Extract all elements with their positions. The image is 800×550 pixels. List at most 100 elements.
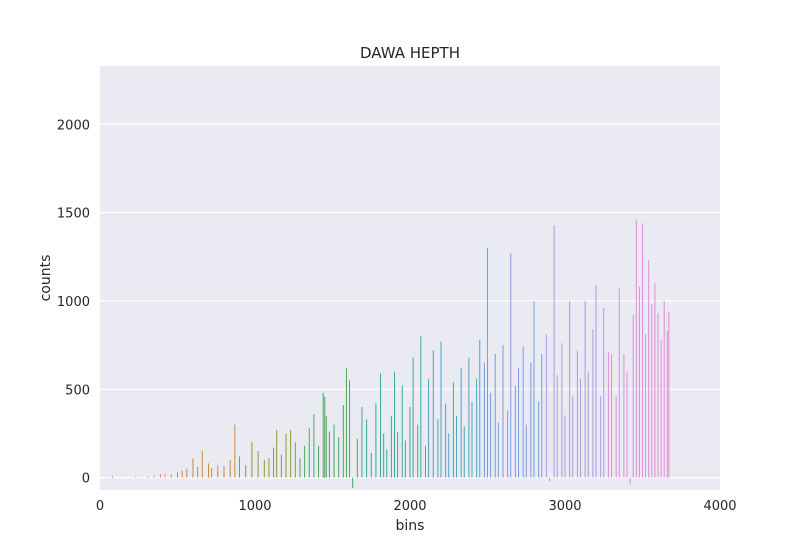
bar-97 [556,375,558,478]
bar-66 [437,419,439,478]
bar-93 [541,353,543,478]
bar-74 [468,357,470,478]
bar-82 [497,422,499,478]
bar-29 [290,429,292,478]
x-tick-label-3: 3000 [548,499,581,514]
bar-51 [380,373,382,478]
bar-6 [170,474,172,478]
x-tick-label-0: 0 [96,499,104,514]
bar-33 [308,428,310,478]
bar-101 [572,396,574,478]
bar-124 [654,283,656,478]
bar-88 [522,346,524,478]
bar-35 [318,445,320,478]
bar-79 [487,247,488,478]
bar-13 [208,463,209,478]
bar-53 [386,449,388,478]
x-tick-labels: 0 1000 2000 3000 4000 [96,499,737,514]
y-axis-label: counts [38,255,54,302]
bar-59 [409,406,411,478]
bar-115 [626,371,628,478]
bar-61 [417,424,419,478]
bar-45 [352,477,354,489]
bar-81 [494,353,496,478]
bar-106 [592,329,594,478]
bar-57 [401,385,403,478]
bar-118 [635,219,637,478]
bar-114 [623,353,625,478]
bar-8 [181,470,183,478]
bar-0 [111,475,113,478]
bar-100 [569,300,571,478]
bar-19 [239,456,240,478]
bar-20 [245,465,247,478]
bar-62 [420,336,422,478]
bar-71 [456,415,457,478]
bar-78 [483,362,485,478]
bar-36 [322,392,324,478]
x-axis-label: bins [396,518,425,534]
bar-102 [576,350,578,478]
bar-32 [304,445,306,478]
bar-129 [668,311,670,478]
bar-41 [338,437,340,478]
bar-86 [514,385,516,478]
bar-34 [313,414,315,478]
bar-68 [445,403,447,478]
y-tick-label-3: 1500 [57,207,90,222]
bar-90 [530,362,532,478]
bar-24 [268,458,270,478]
bar-47 [361,406,363,478]
bar-40 [333,424,335,478]
bar-52 [383,433,385,478]
bar-99 [564,415,566,478]
bar-26 [276,429,278,478]
bar-120 [642,223,643,478]
bar-7 [177,472,178,478]
bar-16 [223,466,225,478]
bar-73 [463,426,465,478]
bar-21 [251,442,253,478]
bar-72 [460,368,462,478]
y-tick-label-4: 2000 [57,118,90,133]
bar-17 [229,459,231,478]
y-tick-label-0: 0 [82,472,90,487]
bar-9 [186,468,188,478]
bar-56 [397,431,399,478]
bar-63 [425,445,426,478]
bar-126 [660,339,662,478]
bar-121 [645,334,647,478]
bar-49 [370,452,372,478]
bar-108 [600,396,602,478]
bar-123 [651,304,653,478]
bar-109 [603,308,605,478]
bar-65 [432,350,434,478]
bar-42 [342,405,344,478]
bar-70 [452,382,454,478]
gridlines [100,123,720,479]
bar-83 [502,345,504,478]
bar-3 [153,475,155,478]
bar-128 [666,331,668,478]
bar-4 [159,474,161,478]
bar-37 [324,396,326,478]
bar-96 [553,225,555,478]
bar-31 [299,458,301,478]
bar-10 [192,458,194,478]
bar-125 [657,313,659,478]
bar-76 [476,378,478,478]
bar-14 [211,467,213,478]
bar-117 [632,315,634,478]
bar-103 [580,378,581,478]
bar-60 [412,357,414,478]
bar-1 [135,476,137,478]
bar-122 [648,260,650,478]
bar-39 [328,431,330,478]
bar-110 [607,352,609,478]
x-tick-label-2: 2000 [393,499,426,514]
bar-111 [611,353,612,478]
bar-104 [584,300,586,478]
bar-95 [549,477,550,482]
bar-84 [507,410,509,478]
